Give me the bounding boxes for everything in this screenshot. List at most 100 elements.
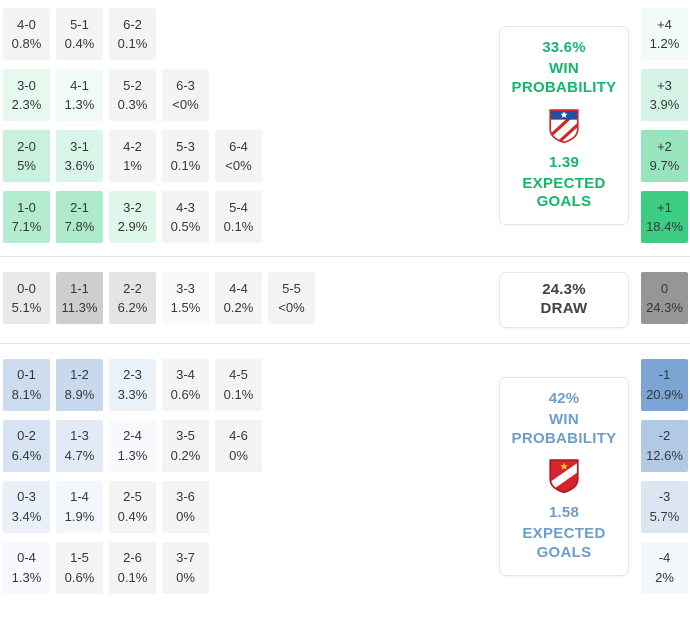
- score-cell-1-3: 1-3 4.7%: [56, 419, 103, 472]
- home-score-grid: 4-0 0.8% 5-1 0.4% 6-2 0.1% 3-0 2.3% 4-1 1.3% 5-2 0.…: [0, 8, 330, 243]
- score-cell-3-1: 3-1 3.6%: [56, 130, 103, 182]
- probability-value: 6.4%: [11, 447, 42, 463]
- away-score-grid: 0-1 8.1% 1-2 8.9% 2-3 3.3% 3-4 0.6% 4-5 0.1% 0-2 6.…: [0, 358, 330, 594]
- score-label: 5-4: [229, 199, 248, 215]
- score-cell-1-4: 1-4 1.9%: [56, 480, 103, 533]
- probability-value: 1.5%: [170, 300, 201, 315]
- probability-value: 1.3%: [11, 569, 42, 585]
- away-card-column: 42% WIN PROBABILITY 1.58 EXPECTED GOALS: [330, 359, 641, 594]
- probability-value: 11.3%: [61, 300, 98, 315]
- score-cell-4-6: 4-6 0%: [215, 419, 262, 472]
- goal-diff-cell--1: -1 20.9%: [641, 358, 688, 411]
- away-win-section: 0-1 8.1% 1-2 8.9% 2-3 3.3% 3-4 0.6% 4-5 0.1% 0-2 6.…: [0, 342, 690, 604]
- home-card-column: 33.6% WIN PROBABILITY: [330, 8, 641, 243]
- score-cell-5-5: 5-5 <0%: [268, 272, 315, 324]
- score-label: 4-6: [229, 428, 248, 444]
- score-label: 6-2: [123, 16, 142, 32]
- probability-value: 0.4%: [117, 508, 148, 524]
- score-cell-2-4: 2-4 1.3%: [109, 419, 156, 472]
- score-label: 6-4: [229, 138, 248, 154]
- probability-value: 8.9%: [64, 386, 95, 402]
- probability-value: 0%: [176, 508, 195, 524]
- probability-value: 1.2%: [649, 36, 680, 51]
- home-team-crest-icon: [548, 108, 580, 144]
- score-cell-1-5: 1-5 0.6%: [56, 541, 103, 594]
- draw-section: 0-0 5.1% 1-1 11.3% 2-2 6.2% 3-3 1.5% 4-4 0.2% 5-5 <…: [0, 256, 690, 343]
- probability-value: 7.8%: [64, 219, 95, 234]
- score-label: 2-1: [70, 199, 89, 215]
- probability-value: 0.4%: [64, 36, 95, 51]
- probability-value: 4.7%: [64, 447, 95, 463]
- goal-diff-cell-+4: +4 1.2%: [641, 8, 688, 60]
- score-row: 0-3 3.4% 1-4 1.9% 2-5 0.4% 3-6 0%: [3, 480, 330, 533]
- score-label: 3-3: [176, 280, 195, 296]
- score-label: 5-2: [123, 77, 142, 93]
- score-cell-1-2: 1-2 8.9%: [56, 358, 103, 411]
- score-label: 0-2: [17, 428, 36, 444]
- home-expected-goals-value: 1.39: [549, 153, 579, 171]
- home-goal-diff-column: +4 1.2% +3 3.9% +2 9.7% +1 18.4%: [641, 8, 688, 243]
- score-row: 2-0 5% 3-1 3.6% 4-2 1% 5-3 0.1% 6-4 <0%: [3, 130, 330, 182]
- score-label: 3-0: [17, 77, 36, 93]
- score-cell-3-3: 3-3 1.5%: [162, 272, 209, 324]
- away-expected-goals-label: EXPECTED GOALS: [522, 525, 606, 561]
- score-cell-6-2: 6-2 0.1%: [109, 8, 156, 60]
- probability-value: 6.2%: [117, 300, 148, 315]
- score-cell-1-0: 1-0 7.1%: [3, 191, 50, 243]
- score-row: 0-4 1.3% 1-5 0.6% 2-6 0.1% 3-7 0%: [3, 541, 330, 594]
- score-label: +3: [657, 77, 672, 93]
- score-label: 0: [660, 280, 669, 296]
- score-label: 1-1: [70, 280, 89, 296]
- score-label: 1-4: [70, 489, 89, 505]
- home-win-probability-value: 33.6%: [542, 39, 586, 56]
- score-label: +1: [657, 199, 672, 215]
- score-label: 1-2: [70, 367, 89, 383]
- probability-value: 5%: [17, 158, 36, 173]
- score-cell-1-1: 1-1 11.3%: [56, 272, 103, 324]
- score-label: 4-4: [229, 280, 248, 296]
- probability-value: 0%: [229, 447, 248, 463]
- away-goal-diff-column: -1 20.9% -2 12.6% -3 5.7% -4 2%: [641, 358, 688, 594]
- score-cell-2-3: 2-3 3.3%: [109, 358, 156, 411]
- score-label: 0-3: [17, 489, 36, 505]
- probability-value: 0.2%: [170, 447, 201, 463]
- score-label: 0-1: [17, 367, 36, 383]
- draw-probability-value: 24.3%: [542, 281, 586, 298]
- score-label: 2-6: [123, 550, 142, 566]
- score-cell-4-5: 4-5 0.1%: [215, 358, 262, 411]
- score-cell-0-2: 0-2 6.4%: [3, 419, 50, 472]
- goal-diff-cell--3: -3 5.7%: [641, 480, 688, 533]
- probability-value: 0.6%: [64, 569, 95, 585]
- probability-value: 0.1%: [170, 158, 201, 173]
- probability-value: 8.1%: [11, 386, 42, 402]
- home-win-probability-label: WIN PROBABILITY: [511, 60, 617, 96]
- probability-value: 12.6%: [646, 447, 683, 463]
- away-win-probability-label: WIN PROBABILITY: [511, 410, 617, 447]
- score-label: 2-5: [123, 489, 142, 505]
- home-expected-goals-label: EXPECTED GOALS: [522, 174, 606, 211]
- probability-value: 0.1%: [117, 569, 148, 585]
- score-cell-4-4: 4-4 0.2%: [215, 272, 262, 324]
- score-label: 6-3: [176, 77, 195, 93]
- probability-value: 5.7%: [649, 508, 680, 524]
- score-cell-2-6: 2-6 0.1%: [109, 541, 156, 594]
- score-label: 5-5: [282, 280, 301, 296]
- probability-value: 1.3%: [117, 447, 148, 463]
- goal-diff-cell-+2: +2 9.7%: [641, 130, 688, 182]
- probability-value: 1.9%: [64, 508, 95, 524]
- probability-value: 2.3%: [11, 97, 42, 112]
- score-label: 4-3: [176, 199, 195, 215]
- probability-value: 1%: [123, 158, 142, 173]
- probability-value: 0.8%: [11, 36, 42, 51]
- score-label: 2-2: [123, 280, 142, 296]
- probability-value: 20.9%: [646, 386, 683, 402]
- score-label: 3-2: [123, 199, 142, 215]
- probability-value: 18.4%: [646, 219, 683, 234]
- probability-value: 24.3%: [646, 300, 683, 315]
- score-cell-2-1: 2-1 7.8%: [56, 191, 103, 243]
- score-label: 2-0: [17, 138, 36, 154]
- score-cell-3-6: 3-6 0%: [162, 480, 209, 533]
- goal-diff-cell--2: -2 12.6%: [641, 419, 688, 472]
- probability-value: 0.5%: [170, 219, 201, 234]
- score-row: 3-0 2.3% 4-1 1.3% 5-2 0.3% 6-3 <0%: [3, 69, 330, 121]
